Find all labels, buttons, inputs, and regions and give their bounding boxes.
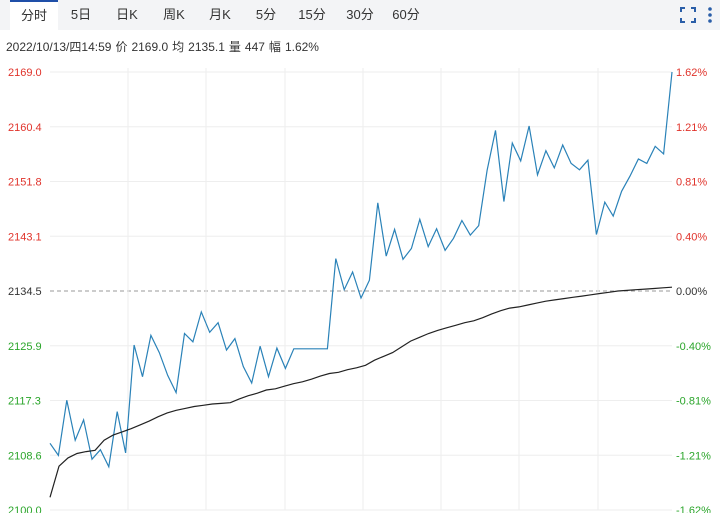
volume-value: 447 [244,40,265,54]
more-vertical-icon[interactable] [704,5,716,25]
chart-grid [50,68,672,511]
price-label: 价 [115,40,128,54]
avg-value: 2135.1 [188,40,225,54]
y-tick-label-right: 1.62% [676,67,707,79]
y-tick-label-left: 2108.6 [8,450,42,462]
y-tick-label-right: -1.21% [676,450,711,462]
quote-info-line: 2022/10/13/四14:59 价 2169.0 均 2135.1 量 447 幅 1.62… [6,38,323,55]
y-tick-label-left: 2143.1 [8,231,42,243]
y-tick-label-right: -1.62% [676,505,711,513]
tab-30min[interactable]: 30分 [346,7,374,22]
y-axis-right: 1.62% 1.21% 0.81% 0.40% 0.00% -0.40% -0.81% -1.… [676,67,711,513]
volume-label: 量 [228,40,241,54]
price-series-line [49,71,673,469]
y-tick-label-right: -0.81% [676,396,711,408]
tab-15min[interactable]: 15分 [298,7,326,22]
tab-monthly-k[interactable]: 月K [209,7,231,22]
tab-5day[interactable]: 5日 [70,7,92,22]
y-tick-label-left: 2151.8 [8,177,42,189]
tab-daily-k[interactable]: 日K [116,7,138,22]
quote-datetime: 2022/10/13/四14:59 [6,40,112,54]
average-series-line [49,286,673,498]
y-axis-left: 2169.0 2160.4 2151.8 2143.1 2134.5 2125.9 2117… [8,67,42,513]
tab-intraday[interactable]: 分时 [10,0,58,30]
y-tick-label-right: 0.40% [676,231,707,243]
y-tick-label-left: 2160.4 [8,122,42,134]
y-tick-label-right: 0.81% [676,177,707,189]
y-tick-label-right: 0.00% [676,286,707,298]
price-value: 2169.0 [131,40,169,54]
y-tick-label-left: 2134.5 [8,286,42,298]
period-tab-bar: 分时 5日 日K 周K 月K 5分 15分 30分 60分 [0,0,720,30]
fullscreen-icon[interactable] [678,5,698,25]
y-tick-label-right: 1.21% [676,122,707,134]
y-tick-label-left: 2100.0 [8,505,42,513]
amplitude-label: 幅 [268,40,281,54]
amplitude-value: 1.62% [284,40,319,54]
y-tick-label-left: 2117.3 [8,396,41,408]
tab-60min[interactable]: 60分 [392,7,420,22]
tab-weekly-k[interactable]: 周K [163,7,185,22]
y-tick-label-left: 2125.9 [8,341,42,353]
avg-label: 均 [172,40,185,54]
y-tick-label-right: -0.40% [676,341,711,353]
y-tick-label-left: 2169.0 [8,67,42,79]
tab-5min[interactable]: 5分 [255,7,277,22]
